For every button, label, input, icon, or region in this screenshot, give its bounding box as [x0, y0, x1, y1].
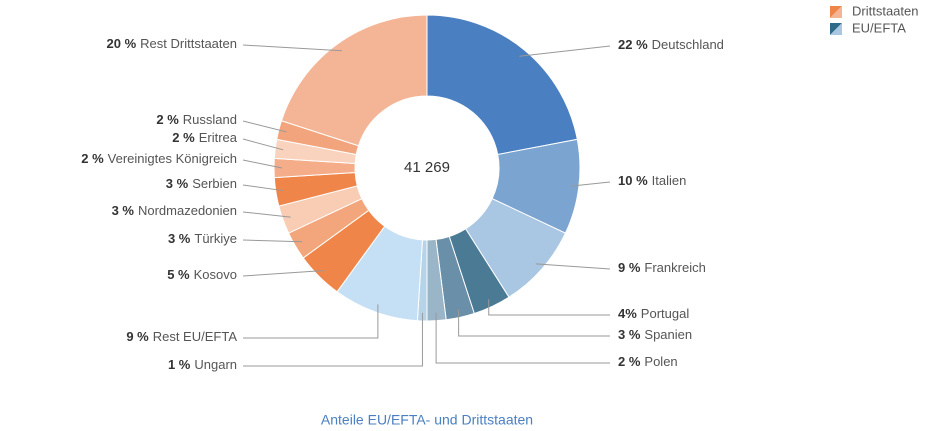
leader-line: [242, 138, 284, 151]
value-label: 2 %: [156, 112, 179, 127]
value-label: 22 %: [618, 37, 648, 52]
data-label: 22 % Deutschland: [618, 37, 724, 52]
leader-line: [488, 299, 610, 316]
category-label: Russland: [183, 112, 237, 127]
value-label: 2 %: [81, 151, 104, 166]
value-label: 4%: [618, 306, 637, 321]
data-label: 10 % Italien: [618, 173, 686, 188]
value-label: 2 %: [172, 130, 195, 145]
leader-line: [242, 239, 303, 243]
leader-line: [243, 312, 423, 367]
category-label: Frankreich: [644, 260, 705, 275]
category-label: Portugal: [641, 306, 690, 321]
category-label: Deutschland: [652, 37, 724, 52]
center-label: 41 269: [404, 159, 450, 176]
data-label: 9 % Rest EU/EFTA: [126, 329, 237, 344]
leader-line: [242, 211, 291, 218]
leader-line: [435, 312, 610, 364]
category-label: Rest Drittstaaten: [140, 36, 237, 51]
data-label: 3 % Türkiye: [168, 231, 237, 246]
value-label: 1 %: [168, 357, 191, 372]
data-label: 9 % Frankreich: [618, 260, 706, 275]
value-label: 3 %: [168, 231, 191, 246]
category-label: Türkiye: [194, 231, 237, 246]
data-label: 3 % Serbien: [166, 176, 237, 191]
leader-line: [243, 304, 379, 339]
leader-line: [535, 263, 611, 270]
category-label: Eritrea: [199, 130, 238, 145]
leader-line: [570, 181, 611, 187]
data-label: 2 % Polen: [618, 354, 678, 369]
data-label: 4% Portugal: [618, 306, 689, 321]
data-label: 5 % Kosovo: [167, 267, 237, 282]
category-label: Rest EU/EFTA: [153, 329, 238, 344]
category-label: Polen: [644, 354, 677, 369]
value-label: 9 %: [618, 260, 641, 275]
value-label: 2 %: [618, 354, 641, 369]
leader-line: [242, 44, 342, 52]
category-label: Nordmazedonien: [138, 203, 237, 218]
leader-line: [242, 184, 284, 192]
legend-swatch: [830, 23, 842, 35]
legend-swatch: [830, 6, 842, 18]
category-label: Spanien: [644, 327, 692, 342]
leader-line: [242, 159, 283, 169]
legend-label: EU/EFTA: [852, 20, 906, 35]
data-label: 2 % Russland: [156, 112, 237, 127]
value-label: 10 %: [618, 173, 648, 188]
legend-label: Drittstaaten: [852, 3, 918, 18]
value-label: 3 %: [618, 327, 641, 342]
chart-title: Anteile EU/EFTA- und Drittstaaten: [321, 412, 533, 428]
value-label: 5 %: [167, 267, 190, 282]
value-label: 9 %: [126, 329, 149, 344]
data-label: 3 % Spanien: [618, 327, 692, 342]
leader-line: [519, 45, 611, 57]
value-label: 20 %: [107, 36, 137, 51]
category-label: Vereinigtes Königreich: [108, 151, 237, 166]
leader-line: [458, 309, 610, 337]
category-label: Ungarn: [194, 357, 237, 372]
slice: [426, 14, 578, 156]
data-label: 2 % Eritrea: [172, 130, 237, 145]
leader-line: [242, 120, 287, 133]
value-label: 3 %: [166, 176, 189, 191]
category-label: Serbien: [192, 176, 237, 191]
data-label: 3 % Nordmazedonien: [112, 203, 237, 218]
data-label: 20 % Rest Drittstaaten: [107, 36, 237, 51]
data-label: 1 % Ungarn: [168, 357, 237, 372]
category-label: Italien: [652, 173, 687, 188]
category-label: Kosovo: [194, 267, 237, 282]
leader-line: [242, 270, 325, 277]
data-label: 2 % Vereinigtes Königreich: [81, 151, 237, 166]
value-label: 3 %: [112, 203, 135, 218]
slice: [280, 14, 428, 147]
